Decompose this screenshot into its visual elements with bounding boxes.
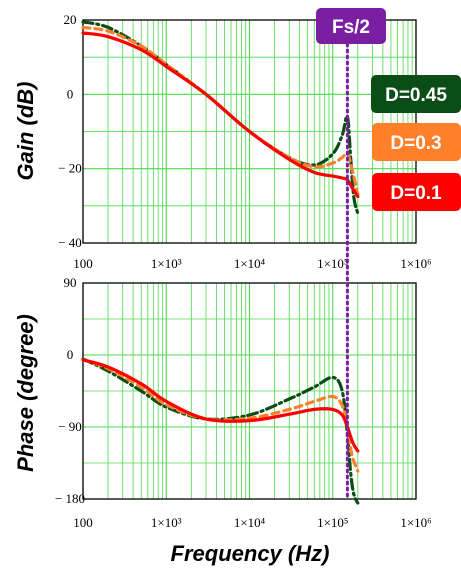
gain-y-axis-label: Gain (dB): [13, 82, 38, 181]
phase-x-tick-label: 1×10⁴: [234, 515, 266, 530]
gain-y-tick-label: − 20: [58, 161, 82, 176]
phase-series-group: [81, 357, 360, 505]
frequency-x-axis-label: Frequency (Hz): [171, 541, 330, 566]
phase-series-d045: [81, 357, 360, 505]
legend-d045-text: D=0.45: [385, 85, 447, 106]
gain-y-tick-label: 20: [64, 12, 77, 27]
gain-y-tick-label: − 40: [58, 235, 82, 250]
legend-d01-badge: D=0.1: [372, 173, 461, 211]
phase-x-tick-label: 100: [73, 515, 93, 530]
phase-x-tick-label: 1×10³: [151, 515, 182, 530]
gain-series-d01: [81, 31, 360, 199]
gain-panel: 20 0 − 20 − 40 100 1×10³ 1×10⁴ 1×10⁵ 1×10⁶ Gain…: [13, 12, 432, 271]
gain-series-d03: [81, 25, 360, 197]
fs-half-badge-text: Fs/2: [332, 17, 370, 38]
gain-y-tick-label: 0: [67, 86, 74, 101]
phase-y-axis-label: Phase (degree): [13, 314, 38, 472]
phase-y-tick-label: − 180: [55, 491, 85, 506]
phase-y-tick-label: 90: [64, 275, 77, 290]
gain-x-tick-label: 1×10⁴: [234, 256, 266, 271]
phase-plot-frame: [82, 282, 417, 500]
legend-d01-text: D=0.1: [390, 183, 442, 204]
phase-y-tick-labels: 90 0 − 90 − 180: [55, 275, 85, 506]
gain-x-tick-label: 1×10³: [151, 256, 182, 271]
gain-x-tick-labels: 100 1×10³ 1×10⁴ 1×10⁵ 1×10⁶: [73, 256, 431, 271]
fs-half-badge: Fs/2: [316, 8, 386, 44]
gain-x-tick-label: 100: [73, 256, 93, 271]
gain-x-tick-label: 1×10⁵: [317, 256, 348, 271]
gain-y-tick-labels: 20 0 − 20 − 40: [58, 12, 82, 250]
phase-x-tick-labels: 100 1×10³ 1×10⁴ 1×10⁵ 1×10⁶: [73, 515, 431, 530]
legend-d045-badge: D=0.45: [371, 75, 461, 113]
phase-y-tick-label: − 90: [58, 419, 82, 434]
phase-series-d03: [81, 358, 360, 473]
phase-panel: 90 0 − 90 − 180 100 1×10³ 1×10⁴ 1×10⁵ 1×10⁶ Pha…: [13, 275, 432, 566]
phase-x-tick-label: 1×10⁶: [400, 515, 431, 530]
gain-x-tick-label: 1×10⁶: [400, 256, 431, 271]
gain-grid: [82, 19, 416, 244]
phase-y-tick-label: 0: [67, 347, 74, 362]
gain-series-group: [81, 20, 360, 215]
legend-d03-badge: D=0.3: [372, 123, 461, 161]
gain-series-d045: [81, 20, 360, 215]
legend-d03-text: D=0.3: [390, 133, 441, 154]
phase-series-d01: [81, 358, 360, 453]
phase-x-tick-label: 1×10⁵: [317, 515, 348, 530]
phase-grid: [82, 282, 416, 500]
